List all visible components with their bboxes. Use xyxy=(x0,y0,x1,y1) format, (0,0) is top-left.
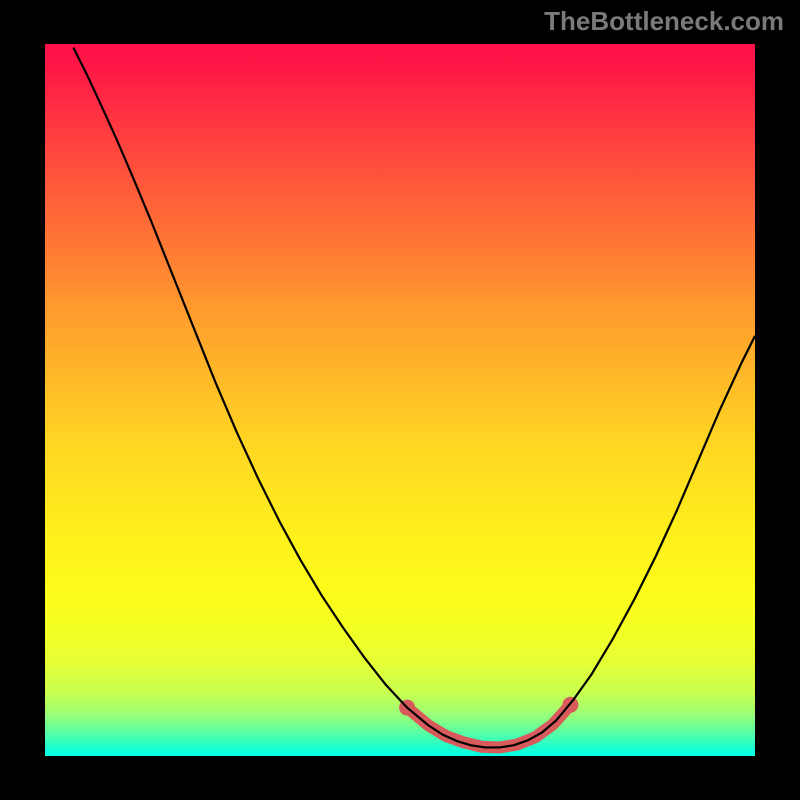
watermark-label: TheBottleneck.com xyxy=(544,6,784,37)
gradient-background xyxy=(45,44,755,756)
plot-area xyxy=(45,44,755,756)
chart-svg xyxy=(45,44,755,756)
chart-frame: TheBottleneck.com xyxy=(0,0,800,800)
